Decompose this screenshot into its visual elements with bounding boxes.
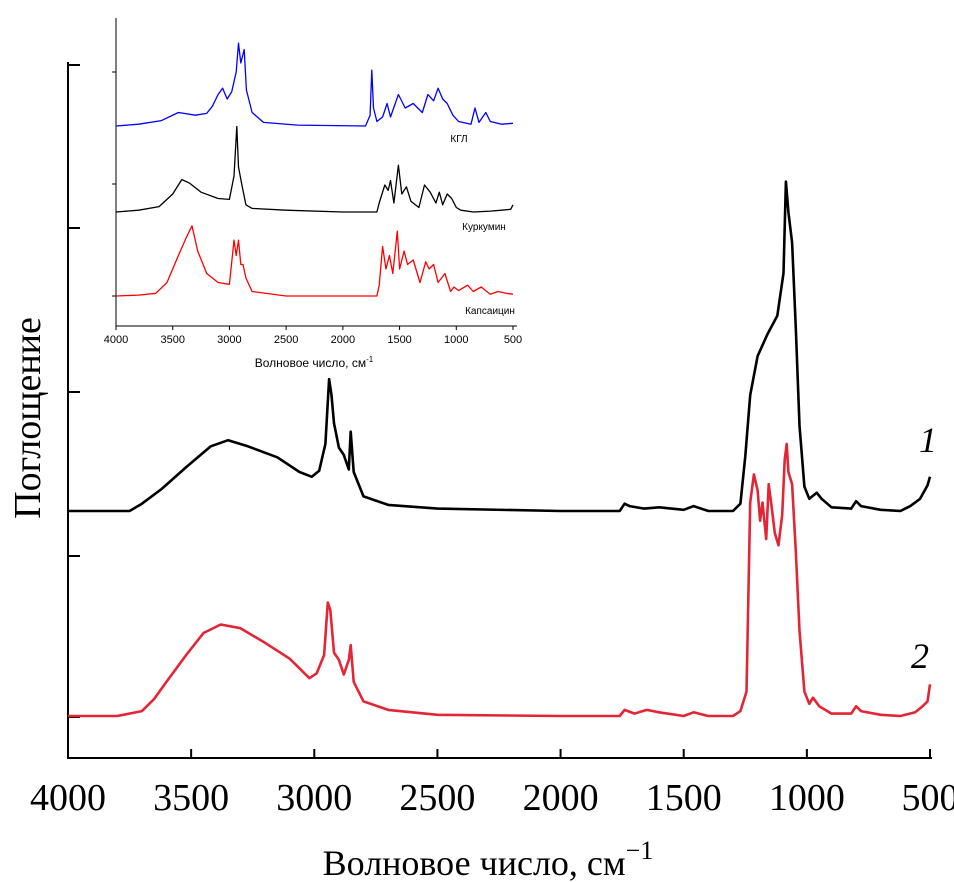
x-tick-label: 2000 (523, 777, 599, 819)
x-tick-label: 4000 (30, 777, 106, 819)
inset-series-line-capsaicin (115, 225, 514, 297)
x-axis-label-unit-exponent: −1 (626, 836, 654, 865)
inset-x-tick-label: 2000 (331, 334, 355, 346)
inset-x-tick-label: 3000 (217, 334, 241, 346)
inset-x-tick-label: 500 (504, 334, 522, 346)
inset-series-label-kgl: КГЛ (450, 134, 467, 145)
inset-x-axis-label: Волновое число, см-1 (255, 355, 374, 370)
inset-x-tick-label: 1000 (444, 334, 468, 346)
x-tick-label: 3000 (276, 777, 352, 819)
x-tick-label: 2500 (399, 777, 475, 819)
series-label-2: 2 (911, 636, 929, 676)
inset-series-label-capsaicin: Капсаицин (465, 306, 515, 317)
inset-x-axis-label-unit-exponent: -1 (366, 355, 374, 364)
x-axis-label-text: Волновое число, см (323, 843, 626, 882)
series-line-1 (68, 180, 932, 513)
series-label-1: 1 (919, 420, 937, 460)
inset-x-tick-label: 4000 (104, 334, 128, 346)
x-axis-label: Волновое число, см−1 (323, 836, 654, 882)
inset-series-line-curcumin (115, 125, 514, 213)
inset-x-tick-label: 2500 (274, 334, 298, 346)
x-tick-label: 1000 (769, 777, 845, 819)
series-line-2 (68, 442, 932, 718)
x-tick-label: 500 (902, 777, 954, 819)
x-tick-label: 3500 (153, 777, 229, 819)
inset-x-axis-label-text: Волновое число, см (255, 356, 366, 370)
inset-x-tick-label: 3500 (160, 334, 184, 346)
x-tick-label: 1500 (646, 777, 722, 819)
inset-x-tick-label: 1500 (387, 334, 411, 346)
inset-background (96, 14, 528, 368)
inset-series-label-curcumin: Куркумин (462, 222, 506, 233)
inset-series-line-kgl (115, 42, 514, 127)
y-axis-label: Поглощение (7, 317, 49, 519)
